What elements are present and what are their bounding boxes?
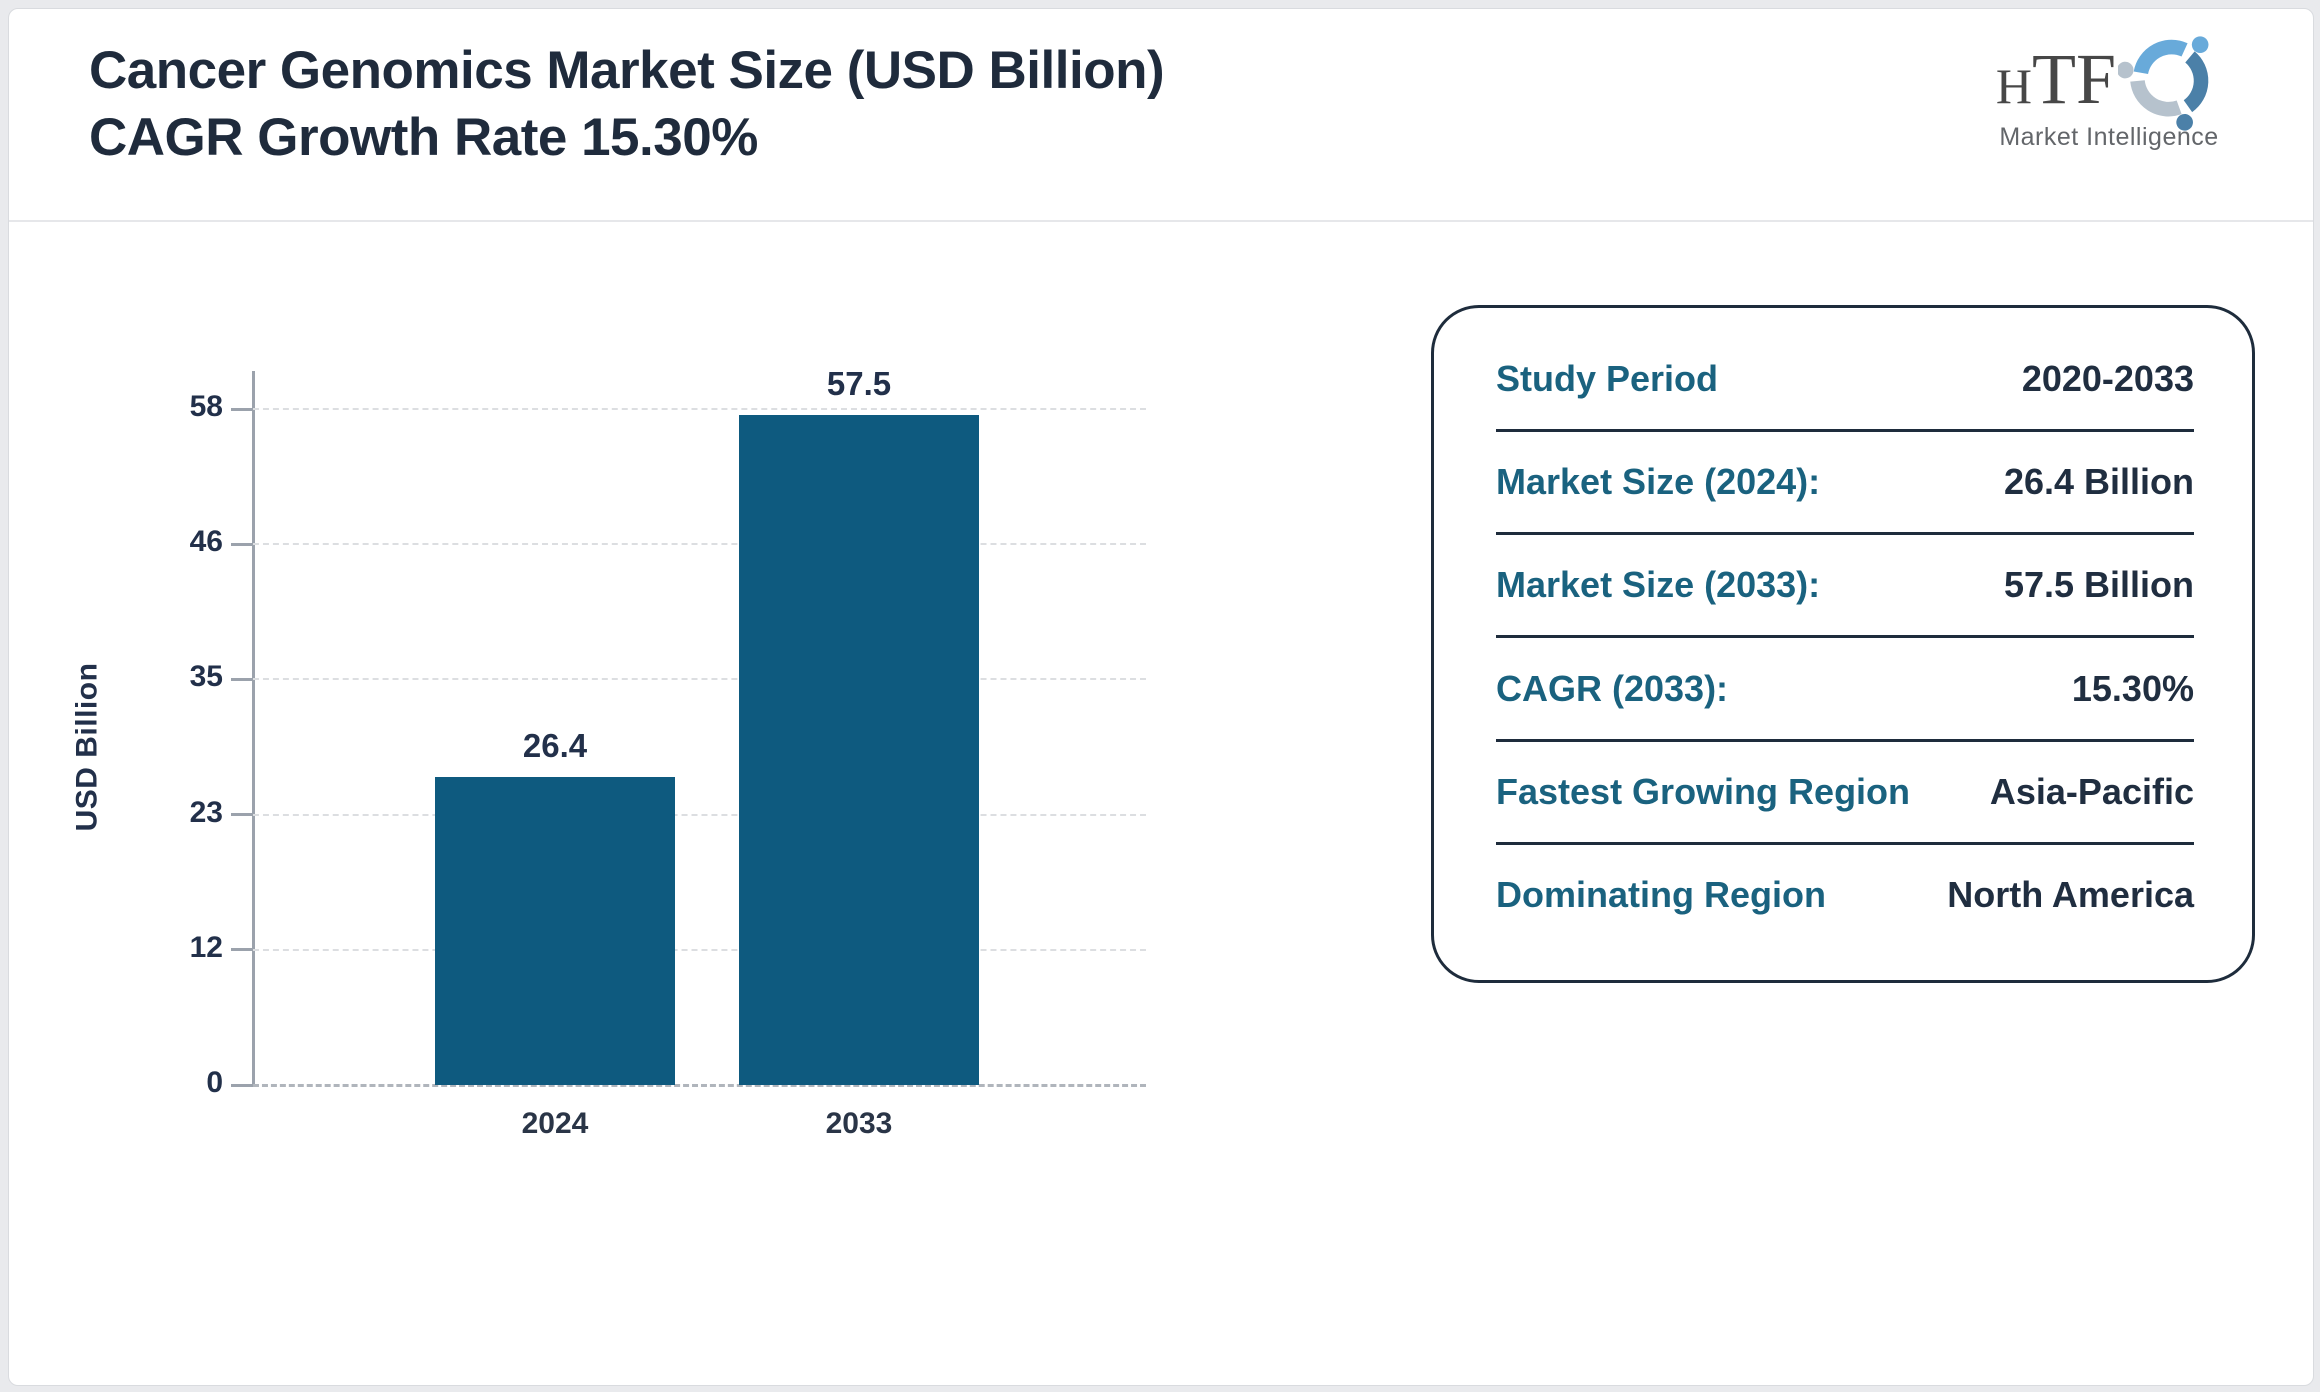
panel-separator [1496,841,2194,845]
y-tick-label-12: 12 [189,930,223,964]
panel-row-value: Asia-Pacific [1989,770,2194,812]
y-tick-label-23: 23 [189,795,223,829]
y-tick-mark-12 [231,948,253,952]
panel-row-label: CAGR (2033): [1496,667,1729,709]
panel-row: Market Size (2024): 26.4 Billion [1496,461,2194,503]
y-tick-label-35: 35 [189,660,223,694]
info-panel-rows: Study Period 2020-2033 Market Size (2024):… [1496,358,2194,916]
panel-row: Study Period 2020-2033 [1496,358,2194,400]
panel-row-value: North America [1947,873,2194,915]
panel-row-label: Fastest Growing Region [1496,770,1911,812]
bar-value-label-2033: 57.5 [826,364,892,402]
y-tick-mark-46 [231,542,253,546]
y-tick-mark-0 [231,1083,253,1087]
panel-row-label: Study Period [1496,358,1719,399]
gridline-58 [253,408,1146,410]
gridline-23 [253,813,1146,816]
panel-row-label: Market Size (2033): [1496,564,1821,606]
htf-logo: HTF Market Intelligence [1979,27,2239,152]
x-tick-label-2024: 2024 [521,1107,589,1140]
y-axis-title: USD Billion [70,662,103,832]
panel-row-label: Dominating Region [1496,873,1826,915]
y-tick-label-58: 58 [189,390,223,423]
panel-row-value: 15.30% [2071,667,2194,709]
bar-2033 [739,414,979,1085]
panel-row-label: Market Size (2024): [1496,461,1821,503]
panel-separator [1496,738,2194,742]
y-axis-line [252,371,255,1085]
panel-row: CAGR (2033): 15.30% [1496,668,2194,710]
gridline-35 [253,678,1146,681]
panel-separator [1496,532,2194,536]
logo-swirl-icon [2118,36,2209,131]
gridline-0 [253,1084,1146,1087]
x-tick-label-2033: 2033 [825,1107,893,1140]
panel-separator [1496,429,2194,433]
panel-row: Market Size (2033): 57.5 Billion [1496,564,2194,606]
logo-subtext: Market Intelligence [1999,123,2219,151]
page-title: Cancer Genomics Market Size (USD Billion… [89,37,1165,172]
panel-row-value: 57.5 Billion [2003,564,2194,606]
logo-text: HTF [1995,39,2117,119]
info-panel: Study Period 2020-2033 Market Size (2024):… [1431,305,2255,983]
y-tick-label-0: 0 [206,1066,223,1099]
title-line-2: CAGR Growth Rate 15.30% [89,108,758,168]
y-tick-mark-23 [231,813,253,817]
logo-wordmark: HTF [1979,27,2239,131]
header: Cancer Genomics Market Size (USD Billion… [9,9,2313,222]
panel-row-value: 2020-2033 [2021,358,2194,399]
bar-2024 [435,777,675,1085]
gridline-46 [253,543,1146,546]
infographic-card: Cancer Genomics Market Size (USD Billion… [8,8,2314,1386]
panel-row-value: 26.4 Billion [2003,461,2194,503]
bar-chart-plot-area: USD Billion 0 12 23 35 46 58 26.4 2024 57.5 2033 [70,365,1146,1140]
y-tick-mark-58 [231,407,253,411]
gridline-12 [253,948,1146,951]
y-tick-label-46: 46 [189,525,223,559]
panel-row: Dominating Region North America [1496,874,2194,916]
panel-row: Fastest Growing Region Asia-Pacific [1496,771,2194,813]
y-tick-mark-35 [231,677,253,681]
panel-separator [1496,635,2194,639]
title-line-1: Cancer Genomics Market Size (USD Billion… [89,41,1165,100]
bar-value-label-2024: 26.4 [522,727,588,765]
